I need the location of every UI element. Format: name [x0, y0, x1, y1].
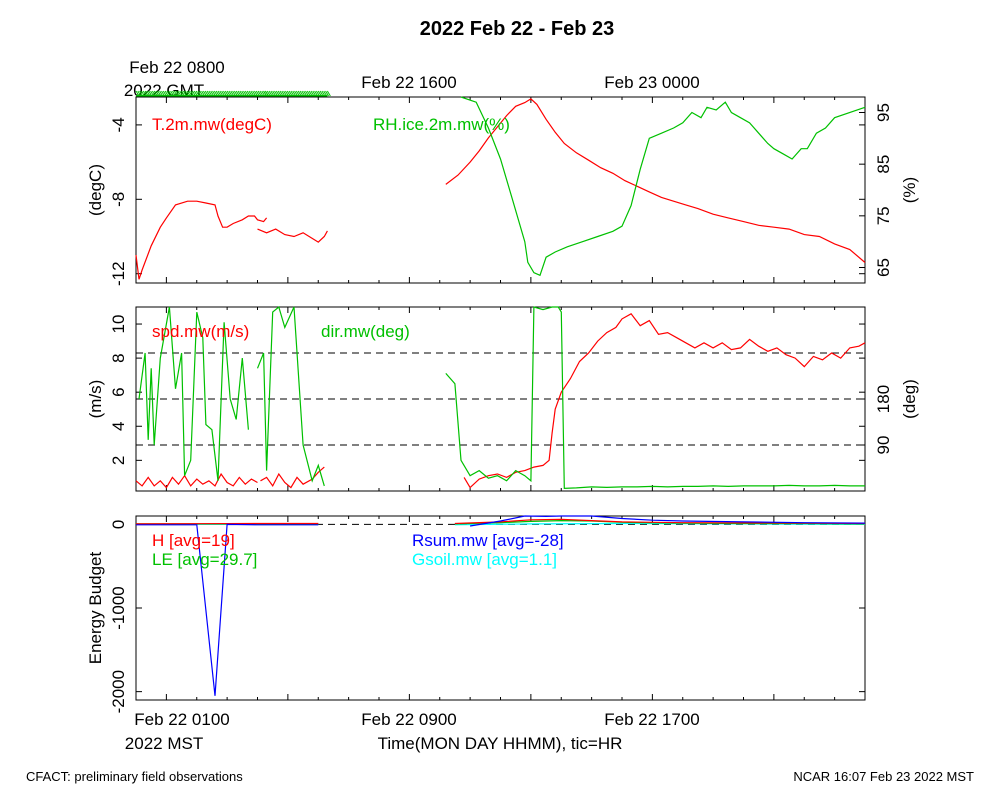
y-tick-label-right: 85 — [874, 155, 893, 174]
y-tick-label-left: 10 — [109, 315, 128, 334]
y-tick-label-right: 180 — [874, 385, 893, 413]
series-line-h — [454, 518, 866, 525]
top-time-label-3: Feb 23 0000 — [604, 73, 699, 92]
y-axis-label-right: (deg) — [900, 379, 919, 419]
y-tick-label-left: 0 — [109, 520, 128, 529]
footer-right: NCAR 16:07 Feb 23 2022 MST — [793, 769, 974, 784]
quality-marker-strip — [135, 90, 331, 97]
top-time-label-1: Feb 22 0800 — [129, 58, 224, 77]
series-line-temperature — [257, 228, 328, 243]
y-axis-label-right: (%) — [900, 177, 919, 203]
legend-wind-speed: spd.mw(m/s) — [152, 322, 249, 341]
y-tick-label-left: -8 — [109, 192, 128, 207]
top-time-label-2: Feb 22 1600 — [361, 73, 456, 92]
series-line-rsum-mw — [136, 523, 319, 696]
series-line-temperature — [135, 200, 268, 280]
bottom-time-label-2: Feb 22 0900 — [361, 710, 456, 729]
y-axis-label-left: Energy Budget — [86, 551, 105, 664]
panel-temperature-rh: -4 -8 -12 95 85 75 65 (degC) (%) T.2m.mw(degC) RH.… — [86, 96, 919, 286]
y-axis-label-left: (m/s) — [86, 380, 105, 419]
legend-rh: RH.ice.2m.mw(%) — [373, 115, 510, 134]
y-tick-label-right: 75 — [874, 206, 893, 225]
legend-rsum: Rsum.mw [avg=-28] — [412, 531, 564, 550]
legend-h: H [avg=19] — [152, 531, 235, 550]
y-axis-label-left: (degC) — [86, 164, 105, 216]
legend-le: LE [avg=29.7] — [152, 550, 257, 569]
y-tick-label-left: -4 — [109, 117, 128, 132]
legend-temperature: T.2m.mw(degC) — [152, 115, 272, 134]
series-line-wind-direction — [445, 306, 865, 490]
y-tick-label-left: 4 — [109, 422, 128, 431]
series-line-wind-speed — [260, 466, 325, 489]
panel-wind: 2 4 6 8 10 180 90 (m/s) (deg) spd.mw(m/s) dir.mw(d… — [86, 305, 919, 492]
bottom-time-label-1b: 2022 MST — [125, 734, 203, 753]
y-tick-label-left: 8 — [109, 353, 128, 362]
quality-marker — [326, 90, 331, 97]
series-line-rh — [460, 96, 866, 277]
series-line-rsum-mw — [470, 515, 866, 527]
y-tick-label-left: -2000 — [109, 670, 128, 713]
series-line-wind-direction — [256, 305, 325, 487]
y-tick-label-left: 6 — [109, 387, 128, 396]
series-line-wind-direction — [138, 306, 249, 481]
quality-marker — [325, 90, 329, 97]
series-line-wind-speed — [463, 313, 866, 489]
legend-wind-direction: dir.mw(deg) — [321, 322, 410, 341]
footer-left: CFACT: preliminary field observations — [26, 769, 243, 784]
y-tick-label-right: 65 — [874, 258, 893, 277]
bottom-time-label-1: Feb 22 0100 — [134, 710, 229, 729]
bottom-time-label-3: Feb 22 1700 — [604, 710, 699, 729]
series-line-temperature — [445, 98, 866, 263]
y-tick-label-left: -12 — [109, 261, 128, 286]
chart-title: 2022 Feb 22 - Feb 23 — [420, 18, 615, 40]
legend-gsoil: Gsoil.mw [avg=1.1] — [412, 550, 557, 569]
y-tick-label-right: 95 — [874, 103, 893, 122]
y-tick-label-left: -1000 — [109, 586, 128, 629]
y-tick-label-right: 90 — [874, 436, 893, 455]
x-axis-label: Time(MON DAY HHMM), tic=HR — [378, 734, 623, 753]
series-line-wind-speed — [135, 472, 258, 489]
y-tick-label-left: 2 — [109, 456, 128, 465]
